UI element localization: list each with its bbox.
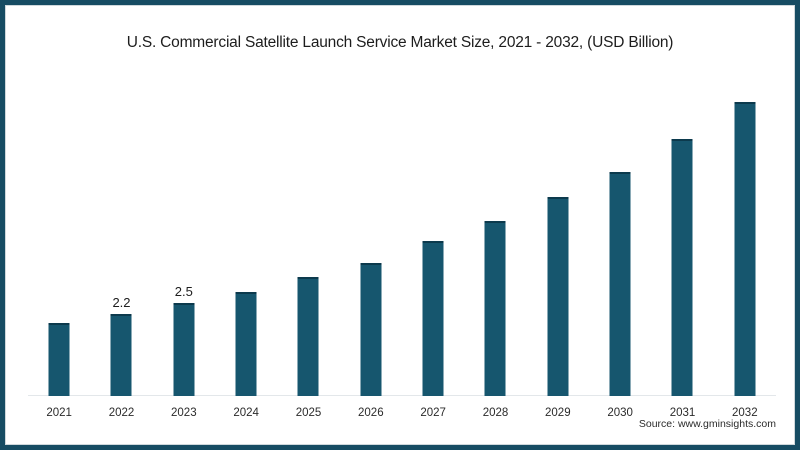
bar[interactable] <box>734 102 756 396</box>
bar-group: 2021 <box>28 86 90 419</box>
x-axis-tick-label: 2032 <box>732 407 758 419</box>
bar-group: 2032 <box>714 86 776 419</box>
x-axis-tick-label: 2030 <box>607 407 633 419</box>
bar-group: 2028 <box>464 86 526 419</box>
bar-group: 2026 <box>340 86 402 419</box>
x-axis-tick-label: 2024 <box>233 407 259 419</box>
bar[interactable] <box>484 220 506 396</box>
bar-group: 2031 <box>651 86 713 419</box>
source-attribution: Source: www.gminsights.com <box>638 418 776 430</box>
bar-group: 2025 <box>277 86 339 419</box>
bar-value-label: 2.2 <box>112 294 131 310</box>
bar[interactable] <box>360 262 382 396</box>
bar-value-label: 2.5 <box>174 283 193 299</box>
bar-group: 2030 <box>589 86 651 419</box>
bar-group: 2.2 2022 <box>90 86 152 419</box>
page-title: U.S. Commercial Satellite Launch Service… <box>126 34 674 51</box>
x-axis-tick-label: 2031 <box>669 407 696 419</box>
x-axis-tick-label: 2022 <box>108 407 135 419</box>
bar[interactable] <box>609 171 631 396</box>
bar-group: 2.5 2023 <box>153 86 215 419</box>
x-axis-tick-label: 2025 <box>295 407 322 419</box>
bar-group: 2024 <box>215 86 277 419</box>
bar[interactable] <box>422 240 444 396</box>
plot-area: 2021 2.2 2022 2.5 2023 2024 2025 2026 2027 2028 20… <box>28 86 776 419</box>
x-axis-line <box>28 395 776 396</box>
bar[interactable] <box>547 197 569 396</box>
bar[interactable] <box>48 322 70 396</box>
x-axis-tick-label: 2023 <box>171 407 197 419</box>
bar[interactable] <box>297 277 319 396</box>
x-axis-tick-label: 2029 <box>545 407 571 419</box>
x-axis-tick-label: 2021 <box>46 407 72 419</box>
chart-inner-frame: U.S. Commercial Satellite Launch Service… <box>5 5 795 445</box>
bar[interactable] <box>235 291 257 396</box>
x-axis-tick-label: 2027 <box>420 407 446 419</box>
bar[interactable] <box>110 313 132 396</box>
x-axis-tick-label: 2028 <box>482 407 509 419</box>
bar-group: 2029 <box>527 86 589 419</box>
bar[interactable] <box>173 302 195 396</box>
bar[interactable] <box>671 138 693 396</box>
bar-group: 2027 <box>402 86 464 419</box>
x-axis-tick-label: 2026 <box>358 407 384 419</box>
